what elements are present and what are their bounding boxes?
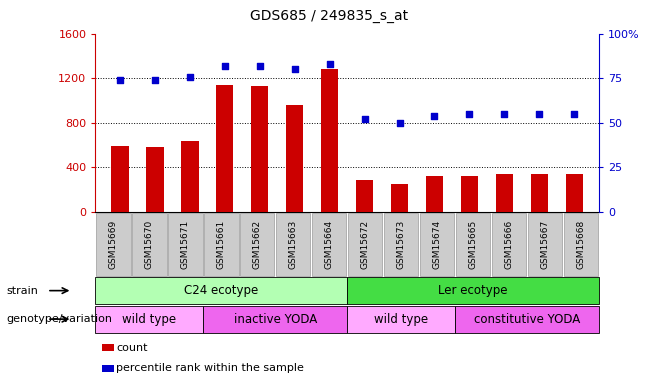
Text: GSM15661: GSM15661 xyxy=(216,219,226,269)
Bar xyxy=(146,147,164,212)
Bar xyxy=(181,141,199,212)
Point xyxy=(499,111,510,117)
Text: constitutive YODA: constitutive YODA xyxy=(474,313,580,326)
Point xyxy=(290,66,300,72)
Text: wild type: wild type xyxy=(122,313,176,326)
Text: GSM15672: GSM15672 xyxy=(361,220,370,268)
Text: count: count xyxy=(116,343,148,352)
Text: GSM15670: GSM15670 xyxy=(145,219,154,269)
Text: GSM15662: GSM15662 xyxy=(253,220,262,268)
Point xyxy=(149,77,160,83)
Bar xyxy=(251,86,268,212)
Text: inactive YODA: inactive YODA xyxy=(234,313,316,326)
Text: GSM15674: GSM15674 xyxy=(432,220,442,268)
Text: GSM15668: GSM15668 xyxy=(576,219,586,269)
Text: Ler ecotype: Ler ecotype xyxy=(438,284,508,297)
Bar xyxy=(426,176,443,212)
Bar xyxy=(461,176,478,212)
Text: wild type: wild type xyxy=(374,313,428,326)
Point xyxy=(359,116,370,122)
Point xyxy=(114,77,125,83)
Bar xyxy=(566,174,583,212)
Text: GSM15664: GSM15664 xyxy=(324,220,334,268)
Text: GSM15667: GSM15667 xyxy=(540,219,549,269)
Bar xyxy=(356,180,373,212)
Point xyxy=(220,63,230,69)
Text: genotype/variation: genotype/variation xyxy=(7,314,113,324)
Bar xyxy=(286,105,303,212)
Text: GSM15665: GSM15665 xyxy=(468,219,478,269)
Text: GSM15663: GSM15663 xyxy=(289,219,297,269)
Point xyxy=(184,74,195,80)
Text: C24 ecotype: C24 ecotype xyxy=(184,284,259,297)
Text: GSM15666: GSM15666 xyxy=(505,219,513,269)
Text: GSM15669: GSM15669 xyxy=(109,219,118,269)
Point xyxy=(464,111,474,117)
Point xyxy=(394,120,405,126)
Bar xyxy=(321,69,338,212)
Text: percentile rank within the sample: percentile rank within the sample xyxy=(116,363,305,373)
Point xyxy=(255,63,265,69)
Bar xyxy=(495,174,513,212)
Bar xyxy=(391,184,408,212)
Point xyxy=(429,112,440,118)
Text: GSM15673: GSM15673 xyxy=(397,219,405,269)
Text: GSM15671: GSM15671 xyxy=(181,219,190,269)
Text: GDS685 / 249835_s_at: GDS685 / 249835_s_at xyxy=(250,9,408,23)
Point xyxy=(534,111,545,117)
Bar xyxy=(530,174,548,212)
Bar xyxy=(111,146,128,212)
Point xyxy=(569,111,580,117)
Point xyxy=(324,61,335,67)
Text: strain: strain xyxy=(7,286,38,296)
Bar xyxy=(216,85,234,212)
